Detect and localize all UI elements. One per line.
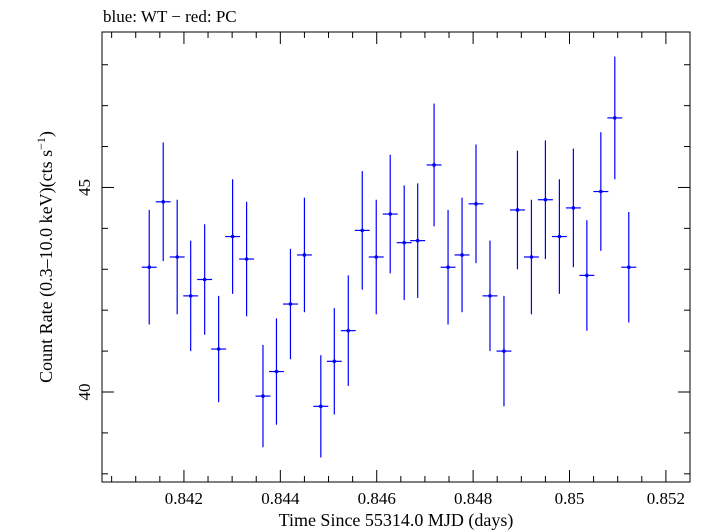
data-point xyxy=(440,209,456,325)
point-marker xyxy=(613,116,617,120)
x-tick-label: 0.842 xyxy=(165,489,203,508)
data-point xyxy=(607,56,623,180)
y-tick-label: 45 xyxy=(75,179,94,196)
data-point xyxy=(169,199,185,315)
data-point xyxy=(239,201,255,317)
y-axis-label-main: Count Rate (0.3–10.0 keV)(cts s xyxy=(36,150,57,383)
data-point xyxy=(255,344,271,448)
point-marker xyxy=(244,257,249,261)
data-point xyxy=(225,179,241,294)
point-marker xyxy=(432,163,436,167)
point-marker xyxy=(302,253,307,257)
plot-frame xyxy=(101,31,691,483)
data-point xyxy=(579,220,595,331)
data-point xyxy=(621,212,637,323)
point-marker xyxy=(261,394,265,398)
data-point xyxy=(523,199,539,315)
data-point xyxy=(396,185,412,300)
data-point xyxy=(197,224,213,335)
point-marker xyxy=(388,212,393,216)
axis-ticks xyxy=(102,32,691,482)
point-marker xyxy=(585,273,589,278)
data-point xyxy=(326,308,342,415)
point-marker xyxy=(460,253,464,257)
point-marker xyxy=(332,359,337,364)
data-point xyxy=(282,248,298,360)
data-point xyxy=(565,148,581,268)
point-marker xyxy=(474,202,478,206)
point-marker xyxy=(488,294,492,298)
point-marker xyxy=(557,234,562,239)
data-point xyxy=(313,355,329,458)
y-axis-label-close: ) xyxy=(36,131,57,137)
data-point xyxy=(496,295,512,407)
point-marker xyxy=(274,369,279,374)
point-marker xyxy=(175,255,179,259)
x-tick-label: 0.846 xyxy=(358,489,396,508)
data-point xyxy=(509,150,525,270)
x-tick-label: 0.85 xyxy=(555,489,585,508)
y-axis-label: Count Rate (0.3–10.0 keV)(cts s−1) xyxy=(34,131,57,383)
point-marker xyxy=(230,234,235,239)
point-marker xyxy=(374,255,379,259)
point-marker xyxy=(288,302,293,306)
point-marker xyxy=(626,265,631,270)
y-tick-label: 40 xyxy=(75,384,94,401)
data-point xyxy=(340,275,356,386)
point-marker xyxy=(415,238,420,243)
x-tick-label: 0.844 xyxy=(261,489,300,508)
point-marker xyxy=(346,328,351,333)
point-marker xyxy=(529,255,534,259)
data-point xyxy=(482,240,498,352)
point-marker xyxy=(319,404,323,409)
point-marker xyxy=(402,240,406,245)
data-point xyxy=(382,154,398,274)
point-marker xyxy=(515,208,520,212)
data-points xyxy=(141,56,637,458)
data-point xyxy=(141,209,157,325)
data-point xyxy=(296,197,312,313)
plot-border xyxy=(101,31,691,483)
data-point xyxy=(454,197,470,313)
point-marker xyxy=(202,277,207,282)
data-point xyxy=(468,144,484,264)
x-axis-label: Time Since 55314.0 MJD (days) xyxy=(279,510,514,531)
point-marker xyxy=(599,189,603,194)
x-tick-label: 0.848 xyxy=(454,489,492,508)
point-marker xyxy=(161,199,166,204)
x-tick-label: 0.852 xyxy=(647,489,685,508)
data-point xyxy=(426,103,442,227)
data-point xyxy=(410,183,426,298)
data-point xyxy=(183,240,199,352)
point-marker xyxy=(188,294,193,298)
chart-title: blue: WT − red: PC xyxy=(103,7,237,26)
point-marker xyxy=(216,347,221,351)
data-point xyxy=(537,140,553,260)
point-marker xyxy=(571,206,576,210)
point-marker xyxy=(446,265,450,270)
data-point xyxy=(551,179,567,294)
y-axis-label-exponent: −1 xyxy=(34,137,48,150)
point-marker xyxy=(543,197,548,202)
point-marker xyxy=(360,228,365,233)
point-marker xyxy=(502,349,506,353)
data-point xyxy=(354,171,370,290)
data-point xyxy=(155,142,171,262)
point-marker xyxy=(147,265,152,270)
data-point xyxy=(593,132,609,251)
tick-labels: 0.842 0.844 0.846 0.848 0.85 0.852 40 45 xyxy=(75,179,685,508)
data-point xyxy=(368,199,384,315)
data-point xyxy=(269,318,284,425)
data-point xyxy=(211,295,227,403)
